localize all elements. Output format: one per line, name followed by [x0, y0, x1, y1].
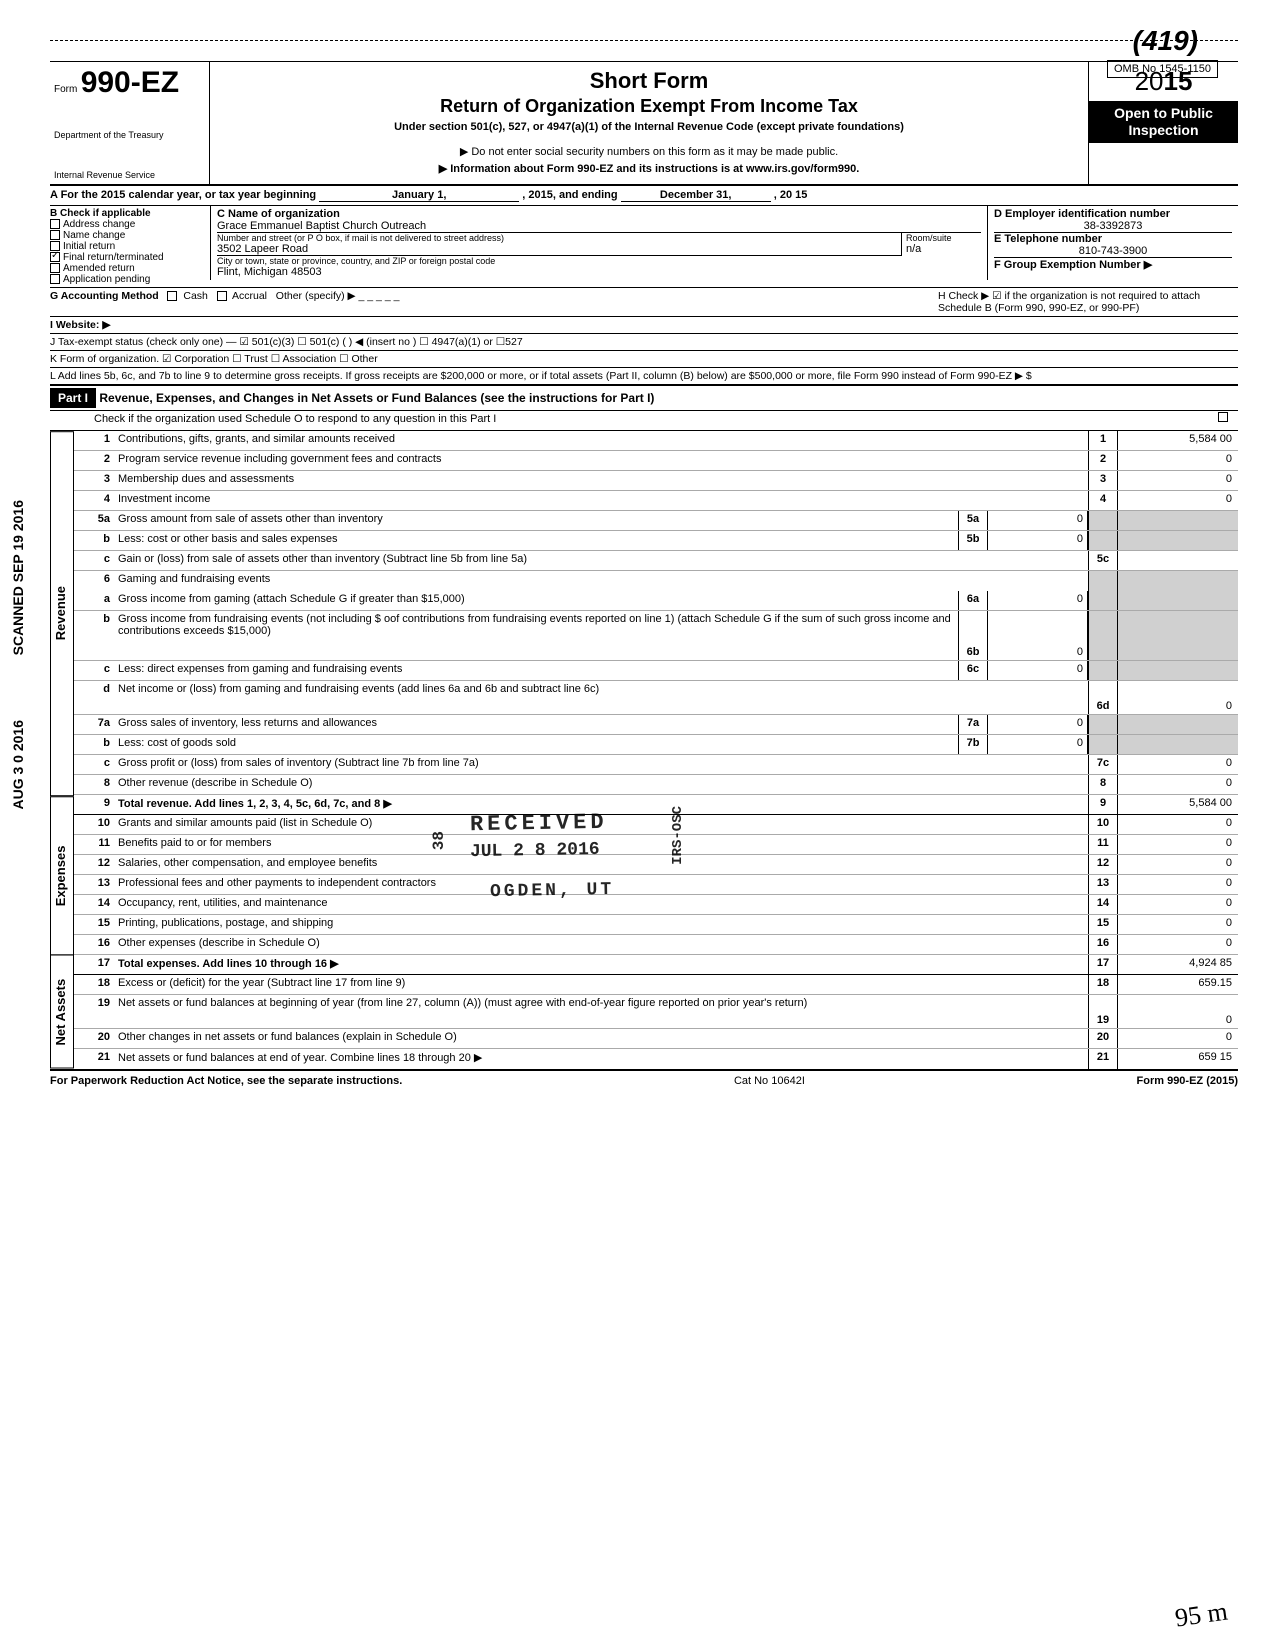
label-expenses: Expenses: [50, 796, 74, 955]
title-note1: ▶ Do not enter social security numbers o…: [220, 145, 1078, 158]
line-5a: 5a Gross amount from sale of assets othe…: [74, 511, 1238, 531]
ein-value: 38-3392873: [994, 220, 1232, 233]
dept-irs: Internal Revenue Service: [54, 170, 205, 180]
line-5b: b Less: cost or other basis and sales ex…: [74, 531, 1238, 551]
line-7c: c Gross profit or (loss) from sales of i…: [74, 755, 1238, 775]
section-g-h: G Accounting Method Cash Accrual Other (…: [50, 288, 1238, 317]
stamp-aug: AUG 3 0 2016: [10, 720, 26, 810]
section-j: J Tax-exempt status (check only one) — ☑…: [50, 334, 1238, 351]
stamp-scanned: SCANNED SEP 19 2016: [10, 500, 26, 655]
title-area: Short Form Return of Organization Exempt…: [210, 62, 1088, 184]
check-name[interactable]: Name change: [50, 230, 210, 241]
city-label: City or town, state or province, country…: [217, 256, 981, 266]
room-value: n/a: [906, 243, 981, 255]
line-16: 16 Other expenses (describe in Schedule …: [74, 935, 1238, 955]
label-revenue: Revenue: [50, 431, 74, 796]
section-a-taxyear: A For the 2015 calendar year, or tax yea…: [50, 186, 1238, 206]
line-10: 10 Grants and similar amounts paid (list…: [74, 815, 1238, 835]
line-8: 8 Other revenue (describe in Schedule O)…: [74, 775, 1238, 795]
g-other-label: Other (specify) ▶: [276, 290, 356, 302]
line-11: 11 Benefits paid to or for members 11 0: [74, 835, 1238, 855]
section-f-label: F Group Exemption Number ▶: [994, 258, 1232, 271]
part-1-checknote: Check if the organization used Schedule …: [50, 411, 1238, 431]
footer-right: Form 990-EZ (2015): [1137, 1075, 1238, 1087]
omb-number: OMB No 1545-1150: [1107, 60, 1218, 78]
title-short: Short Form: [220, 68, 1078, 94]
form-number: 990-EZ: [81, 66, 179, 99]
footer-mid: Cat No 10642I: [734, 1075, 805, 1087]
line-17: 17 Total expenses. Add lines 10 through …: [74, 955, 1238, 975]
org-name: Grace Emmanuel Baptist Church Outreach: [217, 220, 981, 233]
line-18: 18 Excess or (deficit) for the year (Sub…: [74, 975, 1238, 995]
line-9: 9 Total revenue. Add lines 1, 2, 3, 4, 5…: [74, 795, 1238, 815]
footer-left: For Paperwork Reduction Act Notice, see …: [50, 1075, 402, 1087]
line-7b: b Less: cost of goods sold 7b 0: [74, 735, 1238, 755]
section-i: I Website: ▶: [50, 317, 1238, 334]
line-6d: d Net income or (loss) from gaming and f…: [74, 681, 1238, 715]
label-netassets: Net Assets: [50, 955, 74, 1069]
part-1-grid: Revenue Expenses Net Assets 1 Contributi…: [50, 431, 1238, 1069]
phone-value: 810-743-3900: [994, 245, 1232, 258]
city-value: Flint, Michigan 48503: [217, 266, 981, 278]
section-c-label: C Name of organization: [217, 208, 981, 220]
check-schedule-o[interactable]: [1218, 412, 1228, 422]
section-h: H Check ▶ ☑ if the organization is not r…: [938, 290, 1238, 314]
form-header: Form 990-EZ Department of the Treasury I…: [50, 61, 1238, 186]
section-g-label: G Accounting Method: [50, 290, 159, 302]
street-label: Number and street (or P O box, if mail i…: [217, 233, 901, 243]
document-number: (419): [1133, 25, 1198, 57]
check-initial[interactable]: Initial return: [50, 241, 210, 252]
check-cash[interactable]: [167, 291, 177, 301]
line-5c: c Gain or (loss) from sale of assets oth…: [74, 551, 1238, 571]
title-main: Return of Organization Exempt From Incom…: [220, 96, 1078, 117]
title-note2: ▶ Information about Form 990-EZ and its …: [220, 162, 1078, 175]
line-3: 3 Membership dues and assessments 3 0: [74, 471, 1238, 491]
check-accrual[interactable]: [217, 291, 227, 301]
year-box: 2015 Open to Public Inspection: [1088, 62, 1238, 184]
part-1-badge: Part I: [50, 388, 96, 408]
line-6b: b Gross income from fundraising events (…: [74, 611, 1238, 661]
line-13: 13 Professional fees and other payments …: [74, 875, 1238, 895]
line-4: 4 Investment income 4 0: [74, 491, 1238, 511]
section-l: L Add lines 5b, 6c, and 7b to line 9 to …: [50, 368, 1238, 385]
section-e-label: E Telephone number: [994, 233, 1232, 245]
footer: For Paperwork Reduction Act Notice, see …: [50, 1069, 1238, 1087]
line-12: 12 Salaries, other compensation, and emp…: [74, 855, 1238, 875]
part-1-header-row: Part I Revenue, Expenses, and Changes in…: [50, 385, 1238, 411]
street-value: 3502 Lapeer Road: [217, 243, 901, 256]
line-7a: 7a Gross sales of inventory, less return…: [74, 715, 1238, 735]
check-pending[interactable]: Application pending: [50, 274, 210, 285]
title-under: Under section 501(c), 527, or 4947(a)(1)…: [220, 121, 1078, 133]
line-20: 20 Other changes in net assets or fund b…: [74, 1029, 1238, 1049]
check-final[interactable]: Final return/terminated: [50, 252, 210, 263]
page-top-edge: [50, 40, 1238, 41]
part-1-title: Revenue, Expenses, and Changes in Net As…: [99, 391, 654, 405]
check-amended[interactable]: Amended return: [50, 263, 210, 274]
section-c-org: C Name of organization Grace Emmanuel Ba…: [210, 206, 988, 280]
line-14: 14 Occupancy, rent, utilities, and maint…: [74, 895, 1238, 915]
check-address[interactable]: Address change: [50, 219, 210, 230]
handwriting: 95 m: [1173, 1596, 1229, 1633]
header-grid: B Check if applicable Address change Nam…: [50, 206, 1238, 288]
side-label-column: Revenue Expenses Net Assets: [50, 431, 74, 1069]
section-k: K Form of organization. ☑ Corporation ☐ …: [50, 351, 1238, 368]
form-id-box: Form 990-EZ Department of the Treasury I…: [50, 62, 210, 184]
dept-treasury: Department of the Treasury: [54, 130, 205, 140]
section-d-label: D Employer identification number: [994, 208, 1232, 220]
section-d-e-f: D Employer identification number 38-3392…: [988, 206, 1238, 273]
line-6a: a Gross income from gaming (attach Sched…: [74, 591, 1238, 611]
lines-column: 1 Contributions, gifts, grants, and simi…: [74, 431, 1238, 1069]
section-b-checks: B Check if applicable Address change Nam…: [50, 206, 210, 287]
open-to-public: Open to Public Inspection: [1089, 101, 1238, 143]
section-b-label: B Check if applicable: [50, 208, 210, 219]
line-19: 19 Net assets or fund balances at beginn…: [74, 995, 1238, 1029]
form-prefix: Form: [54, 84, 77, 95]
line-6c: c Less: direct expenses from gaming and …: [74, 661, 1238, 681]
line-6: 6 Gaming and fundraising events: [74, 571, 1238, 591]
line-15: 15 Printing, publications, postage, and …: [74, 915, 1238, 935]
line-2: 2 Program service revenue including gove…: [74, 451, 1238, 471]
room-label: Room/suite: [906, 233, 981, 243]
line-1: 1 Contributions, gifts, grants, and simi…: [74, 431, 1238, 451]
line-21: 21 Net assets or fund balances at end of…: [74, 1049, 1238, 1069]
